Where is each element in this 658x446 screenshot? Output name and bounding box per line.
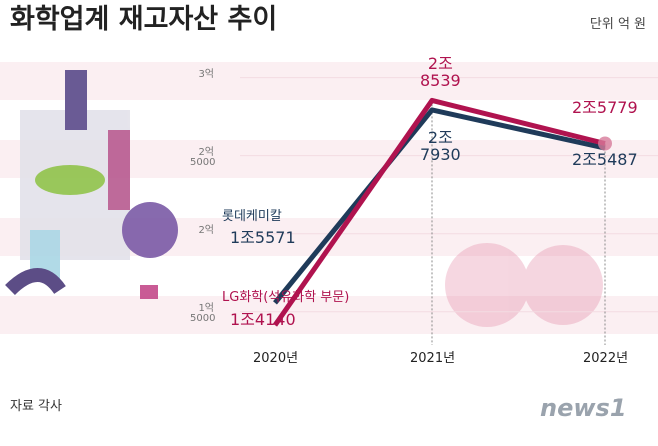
legend-label: LG화학(석유화학 부문) [222,290,350,305]
series-line [273,107,606,305]
value-label: 2조 7930 [420,128,461,164]
band [0,62,658,100]
unit: 단위 억 원 [589,17,646,32]
legend-label: 롯데케미칼 [222,209,282,224]
value-label: 2조5487 [572,150,638,169]
logo: news1 [540,394,627,422]
source: 자료 각사 [10,399,62,414]
value-label: 1조5571 [230,228,296,247]
end-marker [598,136,612,151]
value-label: 2조 8539 [420,54,461,90]
y-tick-label: 1억 5000 [190,302,216,325]
value-label: 1조4140 [230,310,296,329]
band [0,296,658,334]
y-tick-label: 3억 [198,68,214,80]
x-tick-label: 2021년 [410,351,456,366]
x-tick-label: 2020년 [253,351,299,366]
x-tick-label: 2022년 [583,351,629,366]
y-tick-label: 2억 5000 [190,146,216,169]
series-line [272,97,606,327]
lg-logo [445,243,603,327]
y-tick-label: 2억 [198,224,214,236]
value-label: 2조5779 [572,98,638,117]
title: 화학업계 재고자산 추이 [10,4,278,35]
illustration [5,70,178,299]
